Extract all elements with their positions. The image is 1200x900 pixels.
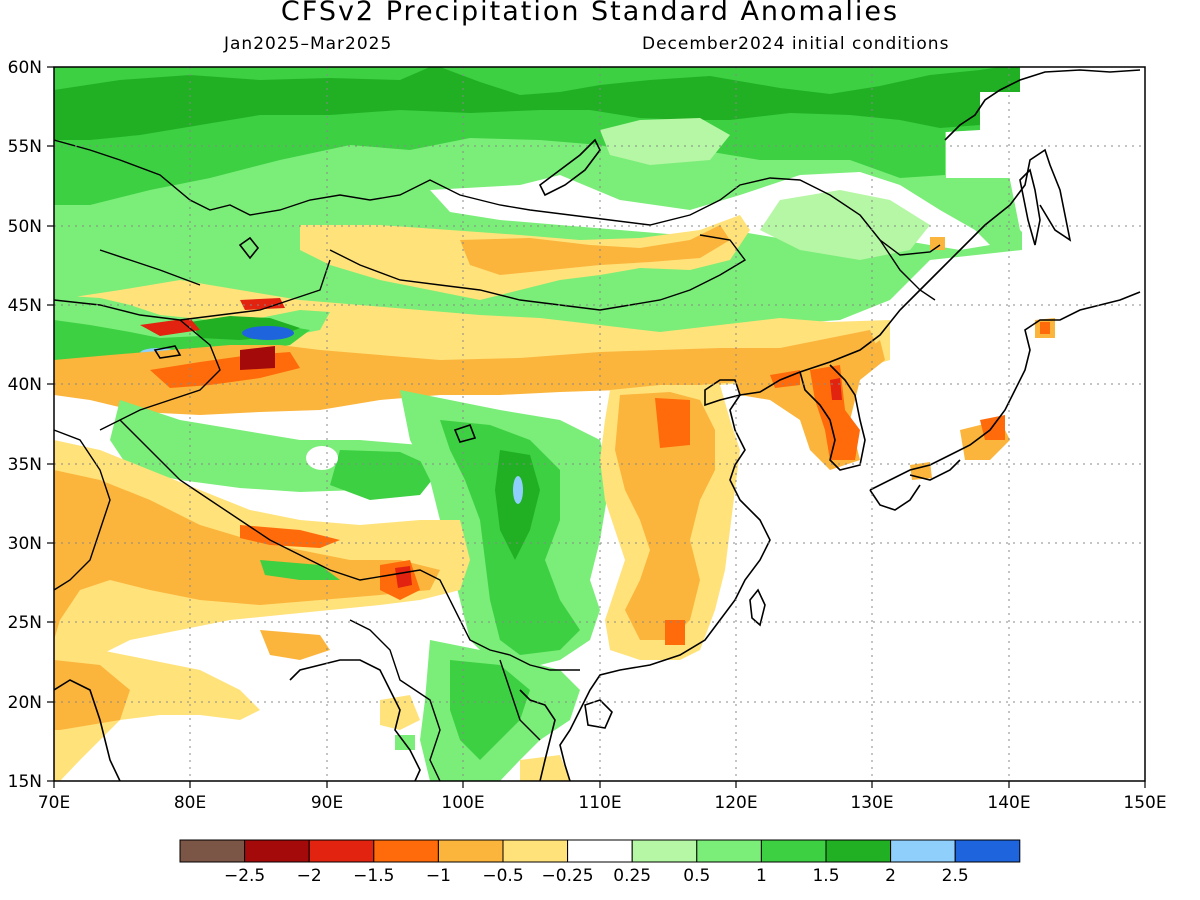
x-tick-label: 120E xyxy=(714,793,757,813)
legend-label: 0.25 xyxy=(613,866,651,886)
y-tick-label: 25N xyxy=(8,613,42,633)
legend-labels: −2.5 −2 −1.5 −1 −0.5 −0.25 0.25 0.5 1 1.5 2 2.5 xyxy=(224,866,969,886)
legend-swatch xyxy=(373,839,439,863)
legend-swatch xyxy=(308,839,375,863)
x-tick-label: 70E xyxy=(38,793,70,813)
y-tick-label: 55N xyxy=(8,137,42,157)
legend-swatch xyxy=(954,839,1021,863)
x-tick-label: 90E xyxy=(311,793,343,813)
legend-swatch xyxy=(890,839,956,863)
legend-swatch xyxy=(437,839,504,863)
y-tick-label: 20N xyxy=(8,693,42,713)
coastline-layer xyxy=(54,69,1141,781)
gridlines xyxy=(54,67,1145,781)
legend-label: 2.5 xyxy=(942,866,969,886)
x-tick-label: 130E xyxy=(850,793,893,813)
x-tick-label: 80E xyxy=(174,793,206,813)
legend-label: 1 xyxy=(756,866,767,886)
y-tick-label: 15N xyxy=(8,772,42,792)
legend-swatch xyxy=(760,839,827,863)
legend-label: 0.5 xyxy=(683,866,710,886)
x-tick-label: 110E xyxy=(578,793,621,813)
y-axis-labels: 60N 55N 50N 45N 40N 35N 30N 25N 20N 15N xyxy=(8,58,42,792)
legend-swatch xyxy=(244,839,310,863)
color-legend xyxy=(179,839,1021,863)
map-title: CFSv2 Precipitation Standard Anomalies xyxy=(280,0,900,27)
legend-label: −0.5 xyxy=(482,866,523,886)
legend-swatch xyxy=(179,839,246,863)
anomaly-field xyxy=(54,67,1145,781)
legend-label: 2 xyxy=(885,866,896,886)
border-layer xyxy=(54,139,941,781)
x-tick-label: 140E xyxy=(987,793,1030,813)
x-axis-labels: 70E 80E 90E 100E 110E 120E 130E 140E 150… xyxy=(38,793,1167,813)
legend-label: −1 xyxy=(426,866,451,886)
legend-swatch xyxy=(567,839,633,863)
y-tick-label: 50N xyxy=(8,217,42,237)
y-tick-label: 40N xyxy=(8,375,42,395)
legend-swatch xyxy=(631,839,698,863)
legend-label: −0.25 xyxy=(542,866,594,886)
x-tick-label: 150E xyxy=(1123,793,1166,813)
legend-label: −2 xyxy=(297,866,322,886)
axis-ticks xyxy=(47,66,1146,788)
x-tick-label: 100E xyxy=(441,793,484,813)
legend-swatch xyxy=(502,839,569,863)
y-tick-label: 30N xyxy=(8,534,42,554)
legend-label: 1.5 xyxy=(812,866,839,886)
legend-label: −1.5 xyxy=(353,866,394,886)
legend-swatch xyxy=(825,839,892,863)
initial-conditions-label: December2024 initial conditions xyxy=(642,34,950,54)
period-label: Jan2025–Mar2025 xyxy=(224,34,393,54)
legend-label: −2.5 xyxy=(224,866,265,886)
y-tick-label: 35N xyxy=(8,455,42,475)
y-tick-label: 45N xyxy=(8,296,42,316)
legend-swatch xyxy=(696,839,762,863)
y-tick-label: 60N xyxy=(8,58,42,78)
